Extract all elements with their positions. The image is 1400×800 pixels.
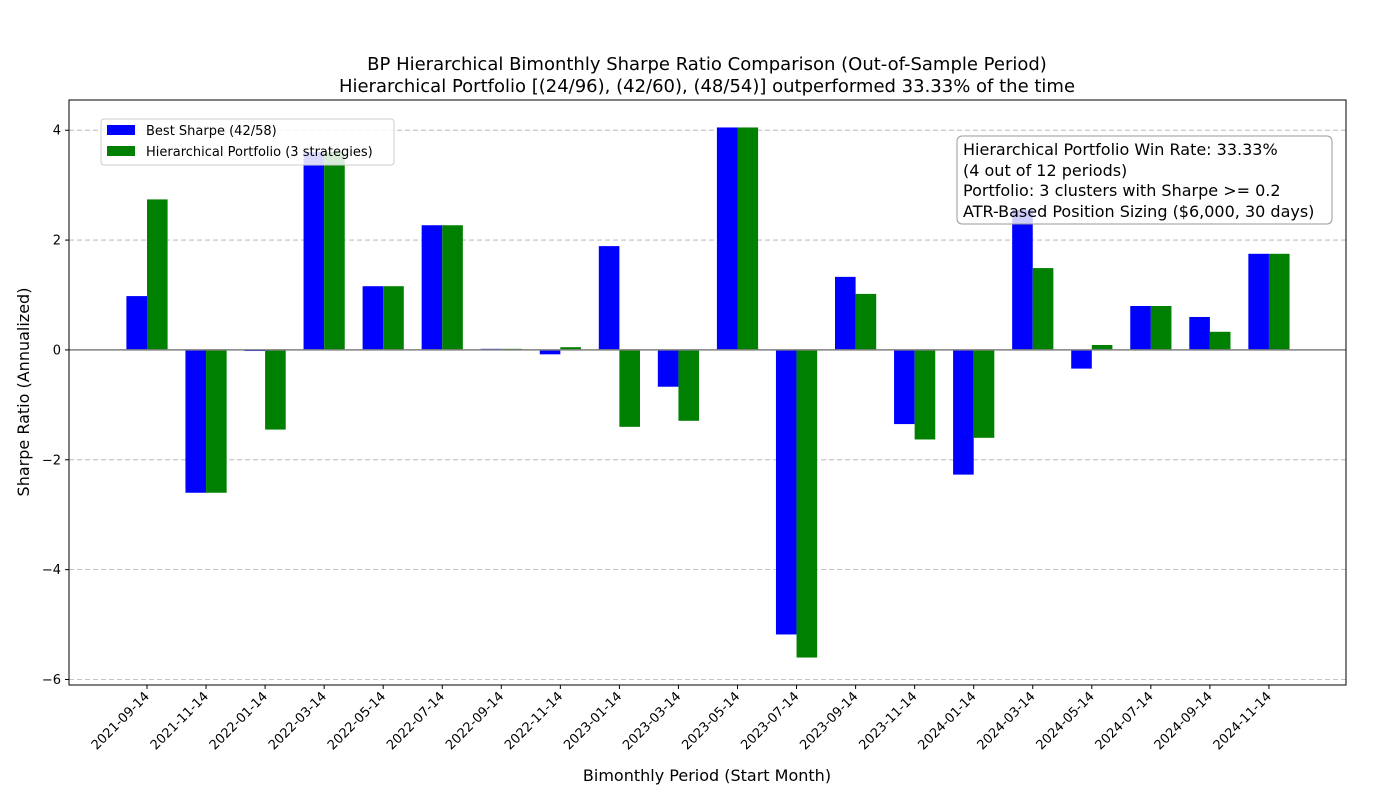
bar-best-sharpe-2021-11-14 [185,349,207,493]
bar-best-sharpe-2023-01-14 [598,246,620,350]
chart-title: BP Hierarchical Bimonthly Sharpe Ratio C… [367,54,1047,75]
x-tick-label: 2023-11-14 [856,689,920,753]
x-tick-label: 2024-11-14 [1211,689,1275,753]
x-tick-label: 2024-09-14 [1152,689,1216,753]
annotation-frame [956,135,1333,225]
bars [126,127,1290,658]
bar-hierarchical-2024-11-14 [1268,253,1290,350]
x-tick-label: 2024-03-14 [975,689,1039,753]
bar-hierarchical-2022-05-14 [383,286,404,350]
bar-hierarchical-2022-11-14 [560,347,581,350]
bar-best-sharpe-2022-05-14 [362,286,384,350]
bar-best-sharpe-2024-05-14 [1071,349,1092,369]
bar-best-sharpe-2024-11-14 [1248,253,1269,350]
x-tick-label: 2022-03-14 [266,689,330,753]
plot-area-frame [68,99,1347,686]
x-tick-label: 2022-05-14 [325,689,389,753]
chart-subtitle: Hierarchical Portfolio [(24/96), (42/60)… [339,76,1075,97]
annotation-box: Hierarchical Portfolio Win Rate: 33.33% … [956,135,1333,225]
y-tick-label: 0 [53,343,61,358]
x-tick-label: 2023-01-14 [561,689,625,753]
bar-hierarchical-2024-05-14 [1091,344,1113,350]
y-axis: −6 −4 −2 0 2 4 [42,124,69,688]
y-tick-label: 4 [53,124,61,139]
x-tick-label: 2021-09-14 [89,689,153,753]
y-tick-label: −2 [42,453,61,468]
y-axis-label: Sharpe Ratio (Annualized) [14,288,33,497]
x-tick-label: 2022-07-14 [384,689,448,753]
bar-hierarchical-2024-07-14 [1150,305,1172,350]
x-tick-label: 2024-05-14 [1034,689,1098,753]
y-tick-label: 2 [53,234,61,249]
bar-hierarchical-2022-03-14 [324,152,345,350]
bar-best-sharpe-2023-07-14 [775,349,797,635]
bar-hierarchical-2023-03-14 [678,349,700,421]
legend: Best Sharpe (42/58) Hierarchical Portfol… [100,118,395,166]
bar-hierarchical-2023-07-14 [796,349,818,658]
x-axis-label: Bimonthly Period (Start Month) [583,766,831,785]
x-tick-label: 2023-05-14 [679,689,743,753]
bar-best-sharpe-2022-03-14 [303,152,325,350]
x-tick-label: 2022-11-14 [502,689,566,753]
bar-best-sharpe-2022-07-14 [421,225,443,350]
bar-hierarchical-2022-07-14 [442,225,463,350]
x-tick-label: 2024-01-14 [915,689,979,753]
x-tick-label: 2023-03-14 [620,689,684,753]
bar-best-sharpe-2023-03-14 [657,349,679,387]
legend-box [100,118,395,166]
bar-hierarchical-2021-11-14 [206,349,227,493]
bar-best-sharpe-2024-03-14 [1012,209,1033,350]
bar-best-sharpe-2023-11-14 [894,349,915,425]
x-tick-label: 2023-07-14 [738,689,802,753]
bar-best-sharpe-2024-01-14 [953,349,974,475]
legend-swatch-best-sharpe [107,125,135,135]
bar-hierarchical-2024-01-14 [973,349,995,438]
bar-best-sharpe-2021-09-14 [126,296,147,350]
bar-hierarchical-2023-11-14 [914,349,936,440]
y-tick-label: −4 [42,563,61,578]
bar-hierarchical-2023-09-14 [855,293,877,350]
bar-hierarchical-2024-09-14 [1209,331,1231,350]
bar-hierarchical-2021-09-14 [147,199,168,350]
legend-swatch-hierarchical [107,146,135,156]
y-tick-label: −6 [42,673,61,688]
bar-best-sharpe-2022-11-14 [539,349,561,355]
x-tick-label: 2022-01-14 [207,689,271,753]
x-tick-label: 2022-09-14 [443,689,507,753]
annotation-line-1: Hierarchical Portfolio Win Rate: 33.33% [963,140,1278,159]
x-tick-label: 2024-07-14 [1093,689,1157,753]
bar-best-sharpe-2023-09-14 [835,276,856,350]
bar-best-sharpe-2024-07-14 [1130,305,1151,350]
x-tick-label: 2023-09-14 [797,689,861,753]
annotation-line-3: Portfolio: 3 clusters with Sharpe >= 0.2 [963,181,1281,200]
legend-label-hierarchical: Hierarchical Portfolio (3 strategies) [146,145,373,160]
bar-hierarchical-2024-03-14 [1032,268,1054,350]
bar-best-sharpe-2024-09-14 [1189,316,1210,350]
x-tick-label: 2021-11-14 [148,689,212,753]
annotation-line-2: (4 out of 12 periods) [963,161,1127,180]
bar-hierarchical-2023-01-14 [619,349,640,427]
bar-hierarchical-2023-05-14 [737,127,759,350]
bar-hierarchical-2022-01-14 [265,349,286,430]
legend-label-best-sharpe: Best Sharpe (42/58) [146,124,277,139]
bar-best-sharpe-2023-05-14 [716,127,738,350]
annotation-line-4: ATR-Based Position Sizing ($6,000, 30 da… [963,202,1314,221]
x-axis: 2021-09-142021-11-142022-01-142022-03-14… [89,685,1275,753]
